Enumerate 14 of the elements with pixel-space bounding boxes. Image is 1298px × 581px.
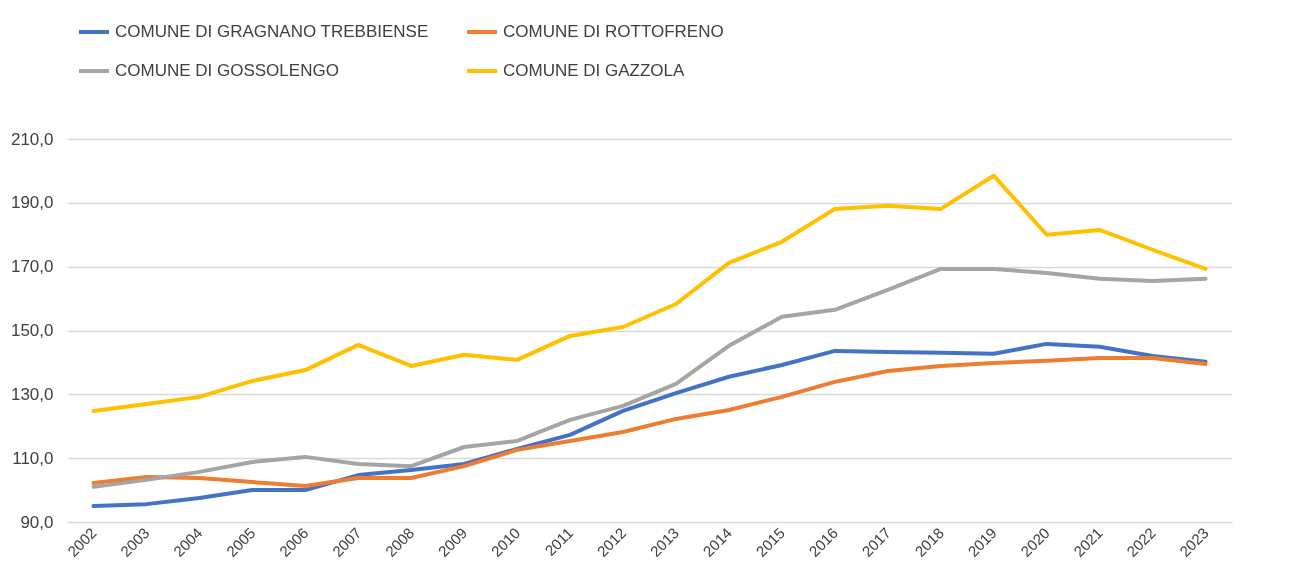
y-tick-label: 210,0 — [10, 129, 54, 149]
line-series — [91, 173, 1208, 413]
y-tick-label: 110,0 — [12, 448, 54, 468]
line-series — [91, 355, 1208, 488]
y-tick-label: 150,0 — [10, 321, 54, 340]
legend-label: COMUNE DI GRAGNANO TREBBIENSE — [115, 22, 429, 41]
legend-label: COMUNE DI ROTTOFRENO — [503, 22, 724, 41]
y-tick-label: 90,0 — [20, 512, 54, 532]
y-tick-label: 190,0 — [10, 193, 54, 213]
y-tick-label: 130,0 — [10, 384, 54, 404]
legend-label: COMUNE DI GAZZOLA — [503, 61, 686, 80]
y-tick-label: 170,0 — [10, 257, 54, 277]
legend-label: COMUNE DI GOSSOLENGO — [115, 61, 339, 80]
line-series — [91, 266, 1208, 489]
